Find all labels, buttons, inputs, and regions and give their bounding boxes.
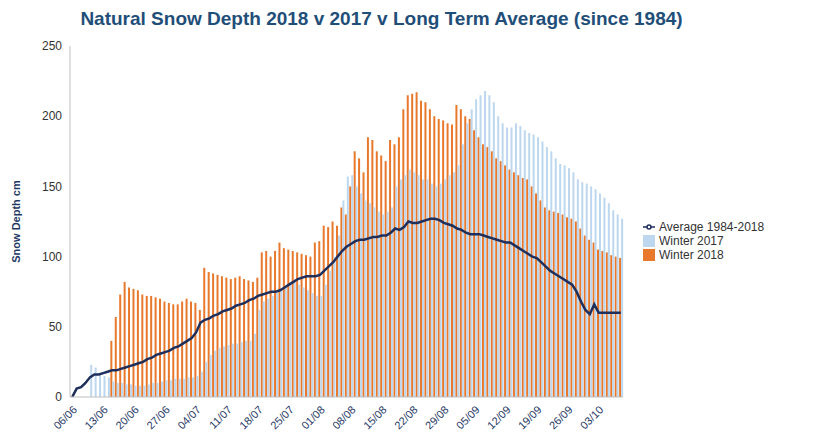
svg-text:250: 250 [42, 39, 62, 53]
svg-text:06/06: 06/06 [51, 403, 79, 431]
svg-text:05/09: 05/09 [454, 403, 482, 431]
svg-text:15/08: 15/08 [361, 403, 389, 431]
svg-text:29/08: 29/08 [423, 403, 451, 431]
svg-text:20/06: 20/06 [113, 403, 141, 431]
svg-text:50: 50 [49, 320, 63, 334]
svg-text:25/07: 25/07 [268, 403, 296, 431]
html-text:Average 1984-2018: Average 1984-2018 [659, 219, 765, 234]
svg-text:12/09: 12/09 [485, 403, 513, 431]
svg-text:0: 0 [55, 390, 62, 404]
svg-text:03/10: 03/10 [578, 403, 606, 431]
svg-text:19/09: 19/09 [516, 403, 544, 431]
svg-text:13/06: 13/06 [82, 403, 110, 431]
svg-text:26/09: 26/09 [547, 403, 575, 431]
svg-text:150: 150 [42, 180, 62, 194]
svg-text:04/07: 04/07 [175, 403, 203, 431]
svg-text:08/08: 08/08 [330, 403, 358, 431]
html-text:Natural Snow Depth 2018 v 2017: Natural Snow Depth 2018 v 2017 v Long Te… [80, 8, 683, 29]
svg-text:27/06: 27/06 [144, 403, 172, 431]
svg-text:11/07: 11/07 [207, 403, 234, 430]
html-text:Winter 2018: Winter 2018 [659, 247, 724, 262]
svg-text:100: 100 [42, 250, 62, 264]
svg-text:200: 200 [42, 109, 62, 123]
html-text:Winter 2017: Winter 2017 [659, 233, 724, 248]
svg-text:01/08: 01/08 [299, 403, 327, 431]
svg-text:22/08: 22/08 [392, 403, 420, 431]
svg-text:18/07: 18/07 [237, 403, 265, 431]
svg-text:Snow Depth cm: Snow Depth cm [10, 180, 22, 263]
